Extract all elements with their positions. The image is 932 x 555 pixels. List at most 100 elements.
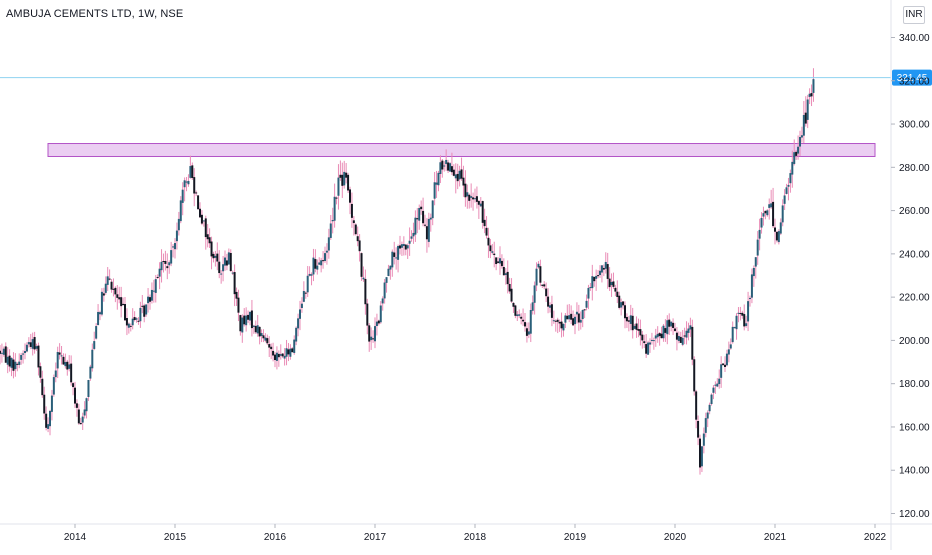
- candle-body: [445, 159, 448, 165]
- candle-body: [756, 239, 759, 256]
- candle-body: [768, 204, 771, 208]
- candle-body: [616, 291, 619, 298]
- candle-body: [62, 356, 65, 365]
- candle-body: [431, 200, 434, 219]
- candle-body: [125, 318, 128, 326]
- candle-body: [422, 210, 425, 224]
- candle-body: [224, 257, 226, 266]
- candle-body: [275, 352, 278, 361]
- candle-body: [456, 173, 459, 182]
- candle-body: [693, 359, 696, 392]
- candle-body: [264, 337, 267, 341]
- currency-badge[interactable]: INR: [903, 6, 925, 24]
- candle-body: [293, 339, 296, 354]
- candle-body: [560, 321, 563, 329]
- candle-body: [379, 305, 382, 323]
- candle-body: [254, 325, 257, 333]
- candle-body: [225, 260, 228, 266]
- candle-body: [370, 336, 373, 341]
- candle-body: [475, 196, 478, 202]
- candle-body: [593, 276, 596, 282]
- candle-body: [210, 241, 213, 257]
- candle-body: [29, 342, 32, 347]
- candle-body: [518, 314, 521, 316]
- candle-body: [506, 271, 509, 285]
- candle-body: [312, 257, 315, 275]
- candle-body: [183, 180, 186, 188]
- candle-body: [727, 349, 730, 355]
- candle-body: [577, 313, 580, 323]
- candle-body: [112, 288, 115, 290]
- candle-body: [474, 198, 476, 200]
- candle-body: [608, 278, 611, 288]
- candle-body: [527, 331, 530, 335]
- candle-body: [177, 218, 180, 231]
- candle-body: [341, 174, 344, 186]
- candle-body: [237, 297, 240, 313]
- candle-body: [191, 165, 194, 179]
- candle-body: [58, 352, 61, 355]
- candle-body: [691, 326, 694, 360]
- candle-body: [697, 420, 700, 438]
- candle-body: [299, 309, 301, 319]
- candle-body: [408, 240, 411, 244]
- candle-body: [16, 363, 19, 365]
- candle-body: [135, 318, 138, 320]
- candle-body: [812, 79, 815, 93]
- candle-body: [49, 410, 51, 427]
- candle-body: [610, 281, 613, 286]
- candle-body: [322, 260, 325, 262]
- candle-body: [99, 312, 101, 315]
- candle-body: [227, 252, 230, 265]
- candle-body: [660, 333, 663, 339]
- candle-body: [512, 302, 515, 307]
- candle-body: [460, 169, 463, 179]
- candle-body: [520, 316, 523, 319]
- candle-body: [425, 226, 428, 240]
- candle-body: [258, 326, 261, 337]
- candle-body: [79, 422, 82, 425]
- candle-body: [87, 380, 90, 398]
- candle-body: [122, 303, 125, 306]
- candle-body: [672, 322, 675, 328]
- candle-body: [56, 351, 59, 369]
- candle-body: [429, 217, 432, 220]
- candle-body: [24, 350, 26, 354]
- candle-body: [572, 318, 575, 326]
- candle-body: [274, 354, 276, 361]
- candle-body: [597, 275, 600, 277]
- candle-body: [752, 267, 755, 277]
- candle-body: [116, 294, 119, 298]
- candle-body: [8, 355, 11, 367]
- candle-body: [639, 329, 642, 336]
- candle-body: [104, 283, 107, 293]
- candle-body: [595, 275, 598, 279]
- candle-body: [433, 182, 436, 199]
- candle-body: [458, 170, 461, 180]
- resistance-zone[interactable]: [47, 143, 876, 157]
- candle-body: [381, 298, 384, 304]
- candle-body: [785, 187, 788, 194]
- candle-body: [585, 300, 588, 308]
- chart-title: AMBUJA CEMENTS LTD, 1W, NSE: [6, 8, 183, 20]
- candle-body: [108, 278, 111, 280]
- candle-body: [291, 348, 294, 353]
- candle-body: [300, 303, 303, 308]
- candle-body: [314, 259, 317, 269]
- candle-body: [25, 344, 28, 352]
- candle-body: [393, 252, 396, 257]
- candle-body: [175, 230, 178, 242]
- candle-body: [106, 276, 109, 285]
- symbol-title: AMBUJA CEMENTS LTD, 1W, NSE: [6, 8, 184, 20]
- candle-body: [424, 224, 426, 226]
- candle-body: [231, 272, 234, 274]
- candle-body: [416, 218, 419, 220]
- candle-body: [652, 340, 655, 342]
- candle-body: [347, 174, 350, 191]
- candle-body: [606, 264, 609, 279]
- candle-body: [722, 363, 725, 366]
- candle-body: [335, 197, 338, 199]
- candle-body: [714, 384, 717, 386]
- candle-body: [781, 205, 784, 223]
